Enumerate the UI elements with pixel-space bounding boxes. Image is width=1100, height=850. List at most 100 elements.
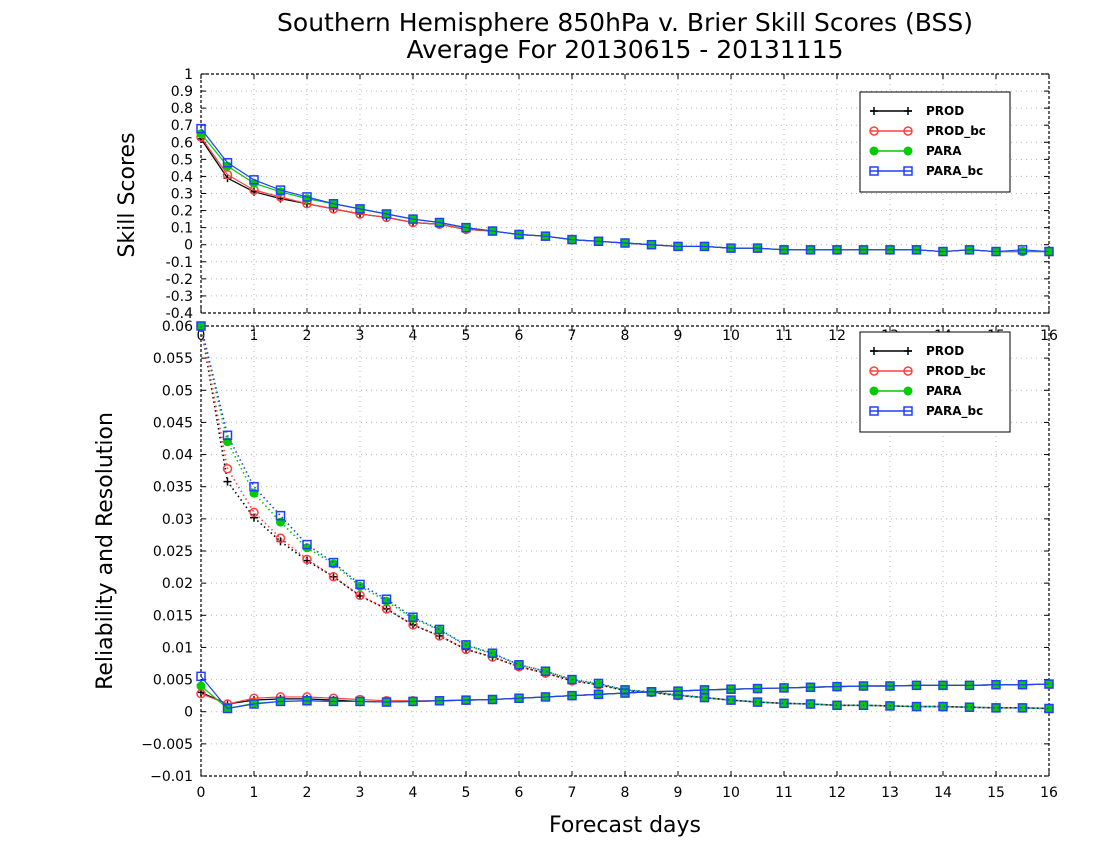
data-point xyxy=(726,695,736,705)
data-point xyxy=(514,660,524,670)
y-axis-label: Reliability and Resolution xyxy=(93,412,118,690)
y-tick-label: 0.03 xyxy=(162,512,193,528)
y-tick-label: 0.2 xyxy=(171,204,193,220)
legend-marker xyxy=(869,166,879,176)
reliability-resolution-panel: 0 1 2 3 4 5 6 7 8 9 10 11 12 13 14 15 16−0.01−0.00500.00… xyxy=(93,319,1058,838)
data-point xyxy=(487,648,498,658)
y-tick-label: 0.9 xyxy=(171,84,193,100)
y-tick-label: 0 xyxy=(184,238,193,254)
data-point xyxy=(434,624,445,635)
y-tick-label: 0.5 xyxy=(171,152,193,168)
data-point xyxy=(196,321,206,331)
data-point xyxy=(250,513,258,522)
y-tick-label: 0.015 xyxy=(153,608,193,624)
data-point xyxy=(858,700,869,711)
legend-marker xyxy=(903,406,913,416)
series-line xyxy=(200,325,1050,710)
data-point xyxy=(461,695,471,705)
legend-marker xyxy=(869,366,879,376)
x-tick-label: 8 xyxy=(621,785,630,801)
y-tick-label: 0.055 xyxy=(153,351,193,367)
legend-label: PROD_bc xyxy=(926,124,986,139)
data-point xyxy=(328,696,339,707)
legend-label: PARA xyxy=(926,144,962,158)
legend: PROD PROD_bc PARA PARA_bc xyxy=(859,331,1011,433)
data-point xyxy=(408,696,418,707)
y-tick-label: −0.01 xyxy=(150,769,193,785)
legend-marker xyxy=(870,347,878,355)
legend-label: PROD xyxy=(926,344,964,358)
data-point xyxy=(1044,679,1054,689)
data-point xyxy=(196,681,206,691)
legend-marker xyxy=(903,386,913,396)
data-point xyxy=(487,694,498,705)
data-point xyxy=(408,612,418,622)
data-point xyxy=(302,543,312,553)
x-tick-label: 7 xyxy=(568,785,577,801)
data-point xyxy=(699,241,710,252)
data-point xyxy=(249,481,259,492)
legend-label: PARA xyxy=(926,384,962,398)
data-point xyxy=(805,682,816,693)
data-point xyxy=(249,507,259,518)
y-tick-label: 0 xyxy=(184,705,193,721)
data-point xyxy=(540,231,551,241)
y-tick-label: 0.7 xyxy=(171,118,193,134)
data-point xyxy=(593,689,604,700)
data-point xyxy=(328,198,339,209)
data-point xyxy=(328,557,339,568)
series-line xyxy=(200,675,1050,710)
data-point xyxy=(779,698,789,709)
legend-box xyxy=(859,91,1011,193)
data-point xyxy=(964,245,975,255)
data-point xyxy=(885,701,895,711)
data-point xyxy=(991,679,1001,690)
data-point xyxy=(779,683,789,693)
series-para-bc-reliability xyxy=(196,671,1054,714)
y-axis-label: Skill Scores xyxy=(115,132,140,257)
data-point xyxy=(964,702,975,712)
x-tick-label: 14 xyxy=(934,785,952,801)
data-point xyxy=(673,241,683,252)
legend-marker xyxy=(903,366,913,376)
data-point xyxy=(196,671,206,682)
x-tick-label: 5 xyxy=(462,785,471,801)
data-point xyxy=(1044,246,1054,257)
y-tick-label: 0.1 xyxy=(171,221,193,237)
data-point xyxy=(1017,703,1028,713)
x-tick-label: 0 xyxy=(197,785,206,801)
x-tick-label: 13 xyxy=(881,785,899,801)
data-point xyxy=(1017,679,1028,690)
y-tick-label: 0.05 xyxy=(162,383,193,399)
data-point xyxy=(514,660,524,670)
data-point xyxy=(593,678,604,689)
data-point xyxy=(355,696,365,707)
x-tick-label: 4 xyxy=(409,785,418,801)
data-point xyxy=(461,222,471,233)
data-point xyxy=(779,245,789,255)
y-tick-label: 0.035 xyxy=(153,480,193,496)
data-point xyxy=(858,245,869,255)
legend-marker xyxy=(869,126,879,136)
data-point xyxy=(805,699,816,709)
series-para-bc-resolution xyxy=(196,321,1054,714)
x-tick-label: 9 xyxy=(674,785,683,801)
data-point xyxy=(858,681,869,691)
chart-title: Southern Hemisphere 850hPa v. Brier Skil… xyxy=(277,8,973,37)
data-point xyxy=(938,246,948,257)
legend-marker xyxy=(903,146,913,156)
legend-label: PROD_bc xyxy=(926,364,986,379)
legend-marker xyxy=(903,126,913,136)
data-point xyxy=(275,533,286,543)
x-tick-label: 1 xyxy=(250,785,259,801)
data-point xyxy=(752,697,763,707)
data-point xyxy=(567,690,577,701)
series-para-bc xyxy=(196,123,1054,257)
data-point xyxy=(249,175,259,185)
skill-scores-panel: 012345678910111213141516-0.4-0.3-0.2-0.1… xyxy=(115,67,1058,344)
y-tick-label: -0.2 xyxy=(166,272,193,288)
data-point xyxy=(726,243,736,253)
y-tick-label: 0.4 xyxy=(171,169,193,185)
data-point xyxy=(1044,703,1054,714)
